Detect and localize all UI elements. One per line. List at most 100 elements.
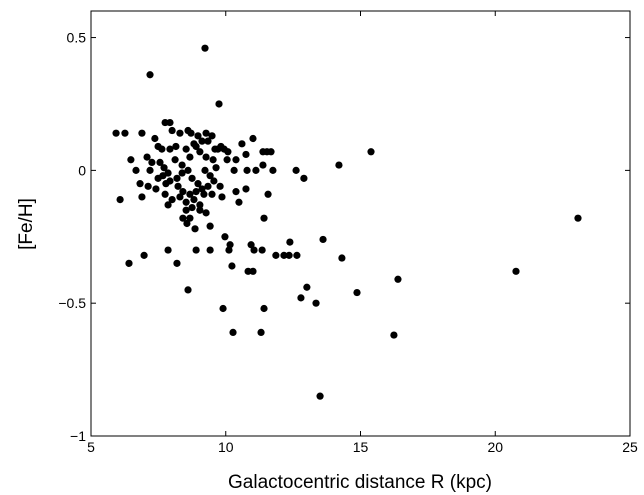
point xyxy=(285,251,293,259)
point xyxy=(242,150,250,159)
point xyxy=(168,195,176,204)
point xyxy=(210,177,218,185)
point xyxy=(338,254,346,262)
point xyxy=(258,246,266,254)
point xyxy=(202,209,210,217)
point xyxy=(136,180,144,188)
point xyxy=(390,331,398,339)
point xyxy=(252,166,260,174)
point xyxy=(223,156,231,164)
point xyxy=(229,328,237,337)
point xyxy=(171,156,179,164)
point xyxy=(190,140,198,148)
point xyxy=(201,166,209,174)
point xyxy=(183,219,191,228)
point xyxy=(190,195,198,204)
point xyxy=(286,238,294,246)
point xyxy=(186,214,194,222)
point xyxy=(238,140,246,148)
point xyxy=(178,169,186,177)
x-tick-label: 20 xyxy=(487,439,503,455)
point xyxy=(159,172,167,180)
point xyxy=(574,214,582,222)
point xyxy=(125,259,133,267)
point xyxy=(182,198,190,206)
point xyxy=(267,148,275,156)
point xyxy=(215,100,223,108)
point xyxy=(127,156,135,164)
point xyxy=(164,201,172,209)
point xyxy=(143,153,151,161)
point xyxy=(220,145,228,153)
point xyxy=(200,190,208,198)
point xyxy=(206,246,214,254)
point xyxy=(204,137,212,145)
point xyxy=(112,129,120,137)
point xyxy=(194,132,202,140)
point xyxy=(319,235,327,244)
point xyxy=(221,233,229,241)
x-tick-label: 5 xyxy=(87,439,95,455)
point xyxy=(173,259,181,267)
x-axis-label: Galactocentric distance R (kpc) xyxy=(228,472,492,493)
point xyxy=(208,190,216,198)
y-tick-label: −0.5 xyxy=(58,295,86,311)
point xyxy=(312,299,320,307)
point xyxy=(230,166,238,174)
x-tick-label: 25 xyxy=(622,439,638,455)
point xyxy=(280,251,288,259)
point xyxy=(174,182,182,190)
point xyxy=(184,166,192,174)
point xyxy=(206,172,214,180)
point xyxy=(140,251,148,259)
point xyxy=(202,153,210,161)
point xyxy=(260,214,268,222)
point xyxy=(225,246,233,254)
point xyxy=(192,188,200,196)
point xyxy=(264,190,272,198)
point xyxy=(211,145,219,153)
point xyxy=(179,188,187,196)
point xyxy=(162,180,170,188)
point xyxy=(191,225,199,233)
point xyxy=(316,392,324,400)
point xyxy=(201,44,209,52)
point xyxy=(121,129,129,137)
point xyxy=(228,262,236,270)
point xyxy=(260,304,268,313)
point xyxy=(168,126,176,135)
point xyxy=(176,193,184,201)
point xyxy=(512,267,520,275)
point xyxy=(152,185,160,193)
point xyxy=(182,206,190,214)
point xyxy=(249,267,257,275)
point xyxy=(138,129,146,137)
point xyxy=(144,182,152,190)
y-tick-label: −1 xyxy=(70,428,86,444)
point xyxy=(394,275,402,283)
point xyxy=(192,246,200,254)
point xyxy=(269,166,277,174)
point xyxy=(257,328,265,337)
point xyxy=(293,251,301,259)
point xyxy=(116,195,124,204)
point xyxy=(250,246,258,254)
point xyxy=(206,222,214,230)
point xyxy=(161,190,169,198)
point xyxy=(132,166,140,174)
point xyxy=(176,129,184,137)
point xyxy=(243,166,251,174)
point xyxy=(335,161,343,169)
point xyxy=(292,166,300,174)
point xyxy=(235,198,243,206)
point xyxy=(156,158,164,167)
point xyxy=(259,161,267,169)
point xyxy=(196,148,204,156)
point xyxy=(166,118,174,127)
point xyxy=(247,241,255,249)
point xyxy=(208,132,216,140)
point xyxy=(196,206,204,214)
point xyxy=(353,288,361,297)
point xyxy=(303,283,311,291)
point xyxy=(198,137,206,145)
